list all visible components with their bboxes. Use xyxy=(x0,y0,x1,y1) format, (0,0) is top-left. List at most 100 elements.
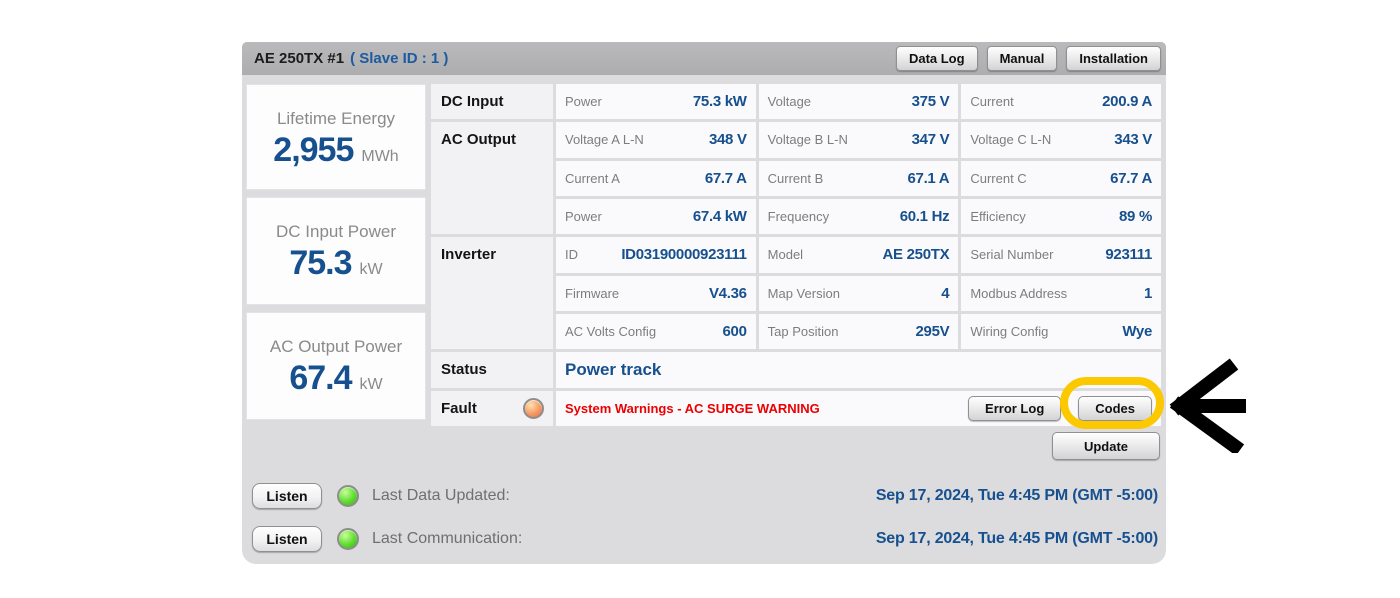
row-header-fault: Fault xyxy=(431,390,553,426)
cell-label: Wiring Config xyxy=(970,324,1049,340)
card-value-row: 67.4 kW xyxy=(247,359,425,398)
fault-label: Fault xyxy=(441,399,477,417)
cell-label: Map Version xyxy=(767,285,840,301)
last-communication-row: Listen Last Communication: Sep 17, 2024,… xyxy=(252,525,1158,552)
table-cell: Voltage A L-N 348 V xyxy=(556,122,756,158)
cell-value: 67.1 A xyxy=(907,169,950,187)
fault-buttons: Error Log Codes xyxy=(968,395,1152,421)
last-communication-timestamp: Sep 17, 2024, Tue 4:45 PM (GMT -5:00) xyxy=(875,529,1158,547)
cell-value: 347 V xyxy=(911,131,950,149)
table-cell: Tap Position 295V xyxy=(758,313,959,350)
data-log-button[interactable]: Data Log xyxy=(895,46,978,71)
table-cell: Current 200.9 A xyxy=(961,84,1161,120)
table-cell: ID ID03190000923111 xyxy=(556,237,756,273)
cell-label: Current C xyxy=(970,170,1027,186)
cell-value: 375 V xyxy=(911,93,950,111)
cell-value: 67.7 A xyxy=(704,169,747,187)
cell-value: 89 % xyxy=(1119,208,1152,226)
table-cell: Wiring Config Wye xyxy=(961,313,1161,350)
titlebar-buttons: Data Log Manual Installation xyxy=(895,46,1161,71)
table-cell: Model AE 250TX xyxy=(758,237,959,273)
fault-value-cell: System Warnings - AC SURGE WARNING Error… xyxy=(556,390,1161,426)
fault-led-indicator xyxy=(523,397,544,419)
update-button[interactable]: Update xyxy=(1052,432,1160,460)
lifetime-energy-unit: MWh xyxy=(361,148,399,165)
last-data-updated-timestamp: Sep 17, 2024, Tue 4:45 PM (GMT -5:00) xyxy=(875,486,1158,504)
dc-input-power-card: DC Input Power 75.3 kW xyxy=(246,197,426,305)
error-log-button[interactable]: Error Log xyxy=(968,395,1062,421)
table-cell: Modbus Address 1 xyxy=(961,275,1161,311)
table-cell: Voltage 375 V xyxy=(758,84,959,120)
cell-value: 1 xyxy=(1143,284,1152,302)
cell-label: Voltage A L-N xyxy=(565,132,644,148)
card-label: DC Input Power xyxy=(276,222,396,241)
installation-button[interactable]: Installation xyxy=(1066,46,1161,71)
fault-message: System Warnings - AC SURGE WARNING xyxy=(565,400,820,416)
cell-label: Modbus Address xyxy=(970,285,1068,301)
cell-label: Efficiency xyxy=(970,209,1026,225)
cell-value: 348 V xyxy=(708,131,747,149)
inverter-panel: AE 250TX #1 ( Slave ID : 1 ) Data Log Man… xyxy=(242,42,1166,564)
manual-button[interactable]: Manual xyxy=(986,46,1058,71)
table-cell: Frequency 60.1 Hz xyxy=(758,198,959,235)
listen-button-communication[interactable]: Listen xyxy=(252,525,322,552)
cell-label: Model xyxy=(767,247,804,263)
table-cell: AC Volts Config 600 xyxy=(556,313,756,350)
cell-value: AE 250TX xyxy=(882,246,950,264)
cell-value: 4 xyxy=(941,284,950,302)
cell-value: 67.4 kW xyxy=(692,208,747,226)
dc-input-power-value: 75.3 xyxy=(289,244,352,282)
lifetime-energy-value: 2,955 xyxy=(273,131,354,169)
cell-label: Current xyxy=(970,94,1014,110)
dc-input-power-unit: kW xyxy=(359,261,383,278)
card-label: AC Output Power xyxy=(269,337,403,356)
cell-label: Frequency xyxy=(767,209,830,225)
cell-label: Power xyxy=(565,209,602,225)
cell-label: Firmware xyxy=(565,285,620,301)
cell-value: 295V xyxy=(915,323,950,341)
listen-button-data-updated[interactable]: Listen xyxy=(252,482,322,509)
cell-value: 200.9 A xyxy=(1102,93,1152,111)
codes-button[interactable]: Codes xyxy=(1078,395,1152,421)
row-header-status: Status xyxy=(431,352,553,388)
table-cell: Current B 67.1 A xyxy=(758,160,959,196)
table-cell: Power 67.4 kW xyxy=(556,198,756,235)
cell-value: 600 xyxy=(722,323,747,341)
cell-label: Current B xyxy=(767,170,824,186)
cell-value: ID03190000923111 xyxy=(621,246,747,264)
cell-value: 343 V xyxy=(1114,131,1152,149)
table-cell: Firmware V4.36 xyxy=(556,275,756,311)
status-value-cell: Power track xyxy=(556,352,1161,388)
cell-label: Voltage xyxy=(767,94,812,110)
card-value-row: 2,955 MWh xyxy=(247,131,425,170)
card-value-row: 75.3 kW xyxy=(247,244,425,283)
inverter-data-table: DC Input AC Output Inverter Status Fault… xyxy=(431,84,1161,426)
cell-label: Serial Number xyxy=(970,247,1054,263)
arrow-annotation xyxy=(1169,358,1246,453)
table-cell: Power 75.3 kW xyxy=(556,84,756,120)
row-header-ac-output: AC Output xyxy=(431,122,553,235)
cell-label: ID xyxy=(565,247,578,263)
row-header-dc-input: DC Input xyxy=(431,84,553,120)
lifetime-energy-card: Lifetime Energy 2,955 MWh xyxy=(246,84,426,190)
title-group: AE 250TX #1 ( Slave ID : 1 ) xyxy=(254,50,448,68)
last-communication-label: Last Communication: xyxy=(372,529,523,547)
table-cell: Voltage C L-N 343 V xyxy=(961,122,1161,158)
cell-label: Voltage B L-N xyxy=(767,132,848,148)
cell-label: Power xyxy=(565,94,602,110)
table-cell: Current A 67.7 A xyxy=(556,160,756,196)
cell-value: 923111 xyxy=(1105,246,1152,264)
slave-id-label: ( Slave ID : 1 ) xyxy=(350,49,449,67)
table-cell: Serial Number 923111 xyxy=(961,237,1161,273)
data-updated-status-led xyxy=(337,484,359,507)
cell-value: 75.3 kW xyxy=(692,93,747,111)
cell-label: Voltage C L-N xyxy=(970,132,1052,148)
communication-status-led xyxy=(337,527,359,550)
cell-label: Current A xyxy=(565,170,620,186)
titlebar: AE 250TX #1 ( Slave ID : 1 ) Data Log Man… xyxy=(242,42,1166,75)
table-cell: Efficiency 89 % xyxy=(961,198,1161,235)
status-value: Power track xyxy=(565,359,662,379)
table-cell: Current C 67.7 A xyxy=(961,160,1161,196)
last-data-updated-row: Listen Last Data Updated: Sep 17, 2024, … xyxy=(252,482,1158,509)
